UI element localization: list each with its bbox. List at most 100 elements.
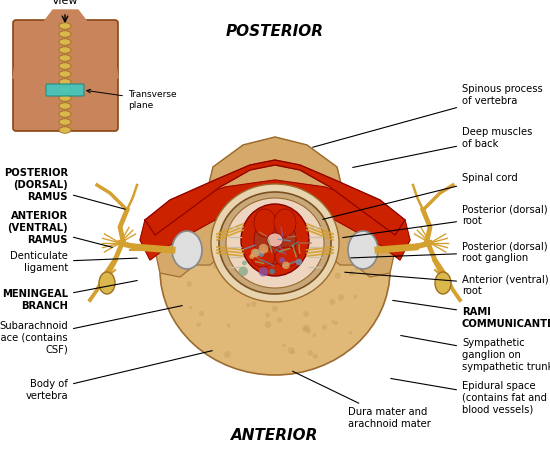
Circle shape [251, 301, 256, 307]
Circle shape [249, 254, 254, 259]
Text: View: View [52, 0, 78, 6]
Text: POSTERIOR
(DORSAL)
RAMUS: POSTERIOR (DORSAL) RAMUS [4, 168, 125, 209]
Circle shape [285, 242, 290, 247]
Polygon shape [155, 237, 195, 277]
Circle shape [258, 267, 268, 277]
Text: Anterior (ventral)
root: Anterior (ventral) root [345, 272, 549, 296]
Circle shape [267, 230, 272, 235]
Circle shape [212, 264, 217, 269]
Circle shape [226, 198, 232, 205]
Polygon shape [145, 160, 405, 235]
Ellipse shape [59, 71, 71, 77]
Circle shape [349, 270, 355, 277]
Polygon shape [355, 237, 395, 277]
Ellipse shape [435, 272, 451, 294]
Polygon shape [140, 180, 410, 260]
Ellipse shape [59, 103, 71, 109]
Circle shape [349, 331, 352, 334]
Ellipse shape [254, 209, 276, 237]
Circle shape [337, 203, 342, 208]
Circle shape [265, 313, 270, 318]
Circle shape [346, 232, 351, 237]
Circle shape [231, 224, 238, 230]
Circle shape [289, 212, 295, 218]
Circle shape [248, 265, 252, 269]
Circle shape [312, 334, 316, 337]
Circle shape [258, 265, 264, 271]
Ellipse shape [254, 216, 296, 264]
Ellipse shape [348, 231, 378, 269]
Circle shape [186, 281, 192, 287]
Polygon shape [88, 58, 118, 78]
Circle shape [345, 226, 351, 232]
Ellipse shape [59, 119, 71, 125]
Circle shape [302, 219, 306, 223]
Circle shape [259, 273, 262, 276]
Ellipse shape [59, 63, 71, 69]
Circle shape [277, 283, 281, 288]
Text: Denticulate
ligament: Denticulate ligament [10, 251, 137, 273]
Circle shape [194, 254, 201, 260]
Circle shape [258, 251, 264, 257]
Circle shape [329, 206, 332, 209]
Text: Posterior (dorsal)
root: Posterior (dorsal) root [343, 204, 548, 238]
Text: Spinous process
of vertebra: Spinous process of vertebra [313, 84, 543, 147]
Ellipse shape [226, 198, 324, 288]
Text: POSTERIOR: POSTERIOR [226, 25, 324, 40]
Text: Spinal cord: Spinal cord [323, 173, 518, 219]
Circle shape [251, 248, 260, 257]
Circle shape [242, 260, 247, 265]
Text: ANTERIOR
(VENTRAL)
RAMUS: ANTERIOR (VENTRAL) RAMUS [7, 212, 112, 248]
Ellipse shape [59, 111, 71, 117]
Circle shape [331, 320, 334, 323]
Circle shape [277, 317, 282, 323]
Text: ANTERIOR: ANTERIOR [232, 428, 318, 443]
Circle shape [245, 250, 249, 254]
Text: RAMI
COMMUNICANTES: RAMI COMMUNICANTES [393, 300, 550, 329]
Circle shape [322, 325, 327, 330]
Circle shape [270, 268, 275, 274]
Circle shape [247, 258, 251, 263]
Text: Epidural space
(contains fat and
blood vessels): Epidural space (contains fat and blood v… [390, 379, 547, 415]
Circle shape [248, 208, 252, 212]
Circle shape [282, 262, 290, 269]
Circle shape [334, 273, 341, 279]
Ellipse shape [211, 184, 339, 302]
Circle shape [232, 277, 238, 283]
Text: Posterior (dorsal)
root ganglion: Posterior (dorsal) root ganglion [351, 241, 548, 263]
Ellipse shape [59, 87, 71, 93]
Ellipse shape [219, 192, 331, 294]
Circle shape [250, 274, 254, 278]
Circle shape [305, 328, 311, 334]
Polygon shape [205, 137, 345, 217]
Ellipse shape [59, 47, 71, 53]
Circle shape [253, 249, 260, 255]
Circle shape [187, 242, 191, 246]
Circle shape [259, 293, 265, 299]
Ellipse shape [274, 209, 296, 237]
Circle shape [224, 351, 230, 358]
Text: Subarachnoid
space (contains
CSF): Subarachnoid space (contains CSF) [0, 306, 182, 354]
Circle shape [279, 257, 285, 263]
Circle shape [338, 294, 344, 301]
Circle shape [217, 247, 221, 251]
FancyBboxPatch shape [46, 84, 84, 96]
Circle shape [334, 321, 338, 325]
Circle shape [227, 324, 230, 328]
Circle shape [291, 350, 295, 354]
Circle shape [213, 204, 217, 208]
Circle shape [296, 259, 302, 265]
Ellipse shape [99, 272, 115, 294]
Circle shape [285, 224, 292, 230]
Circle shape [273, 209, 277, 213]
Circle shape [316, 224, 320, 228]
Ellipse shape [59, 31, 71, 37]
Text: Sympathetic
ganglion on
sympathetic trunk: Sympathetic ganglion on sympathetic trun… [401, 335, 550, 372]
Circle shape [317, 276, 320, 279]
Circle shape [239, 267, 248, 276]
Circle shape [282, 344, 285, 347]
Ellipse shape [59, 23, 71, 29]
Circle shape [199, 311, 204, 316]
Circle shape [246, 303, 251, 308]
Circle shape [329, 299, 336, 305]
